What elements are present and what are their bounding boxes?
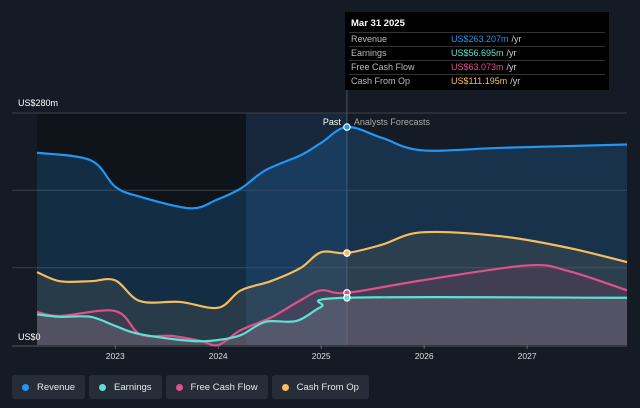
- tooltip-unit: /yr: [511, 34, 522, 44]
- revenue-line: [36, 125, 628, 210]
- free-cash-flow-line: [36, 264, 628, 347]
- legend-label: Revenue: [37, 381, 76, 393]
- legend-dot-icon: [281, 383, 289, 391]
- legend-dot-icon: [99, 383, 107, 391]
- legend-item-earnings[interactable]: Earnings: [89, 375, 162, 399]
- past-region: [37, 113, 247, 345]
- tooltip-unit: /yr: [506, 62, 517, 72]
- tooltip-value: US$63.073m: [451, 62, 504, 72]
- cash-from-op-line: [36, 230, 628, 310]
- y-tick-label: US$280m: [18, 98, 58, 108]
- tooltip-row: Free Cash Flow US$63.073m/yr: [349, 60, 605, 74]
- legend: Revenue Earnings Free Cash Flow Cash From O…: [12, 375, 369, 399]
- x-tick-label: 2024: [209, 351, 228, 361]
- legend-item-cash-from-op[interactable]: Cash From Op: [271, 375, 369, 399]
- cash-from-op-area: [37, 231, 627, 345]
- legend-label: Free Cash Flow: [190, 381, 258, 393]
- tooltip-value: US$263.207m: [451, 34, 509, 44]
- tooltip-row: Cash From Op US$111.195m/yr: [349, 74, 605, 88]
- tooltip-unit: /yr: [506, 48, 517, 58]
- tooltip-label: Earnings: [351, 48, 387, 58]
- x-tick-label: 2025: [312, 351, 331, 361]
- earnings-marker: [343, 293, 351, 302]
- tooltip-row: Earnings US$56.695m/yr: [349, 46, 605, 60]
- past-label: Past: [323, 117, 342, 127]
- tooltip-row: Revenue US$263.207m/yr: [349, 32, 605, 46]
- x-tick-label: 2023: [106, 351, 125, 361]
- tooltip-label: Free Cash Flow: [351, 62, 415, 72]
- tooltip-date: Mar 31 2025: [351, 18, 405, 29]
- highlight-region: [246, 113, 347, 345]
- revenue-area: [37, 127, 627, 346]
- cash-from-op-marker: [343, 249, 351, 257]
- y-tick-label: US$0: [18, 332, 41, 342]
- legend-label: Earnings: [114, 381, 152, 393]
- tooltip: Mar 31 2025 Revenue US$263.207m/yr Earning…: [345, 12, 609, 90]
- x-tick-label: 2026: [415, 351, 434, 361]
- legend-dot-icon: [22, 383, 29, 391]
- legend-label: Cash From Op: [296, 381, 359, 393]
- tooltip-value: US$111.195m: [451, 76, 508, 86]
- tooltip-unit: /yr: [510, 76, 521, 86]
- earnings-line: [36, 295, 628, 343]
- earnings-area: [37, 297, 627, 345]
- x-tick-label: 2027: [518, 351, 537, 361]
- legend-dot-icon: [175, 383, 183, 391]
- legend-item-revenue[interactable]: Revenue: [12, 375, 86, 399]
- tooltip-label: Cash From Op: [351, 76, 411, 86]
- forecast-label: Analysts Forecasts: [354, 117, 431, 127]
- revenue-marker: [343, 123, 351, 131]
- tooltip-label: Revenue: [351, 34, 388, 44]
- tooltip-value: US$56.695m: [451, 48, 504, 58]
- free-cash-flow-area: [37, 265, 627, 346]
- legend-item-free-cash-flow[interactable]: Free Cash Flow: [165, 375, 268, 399]
